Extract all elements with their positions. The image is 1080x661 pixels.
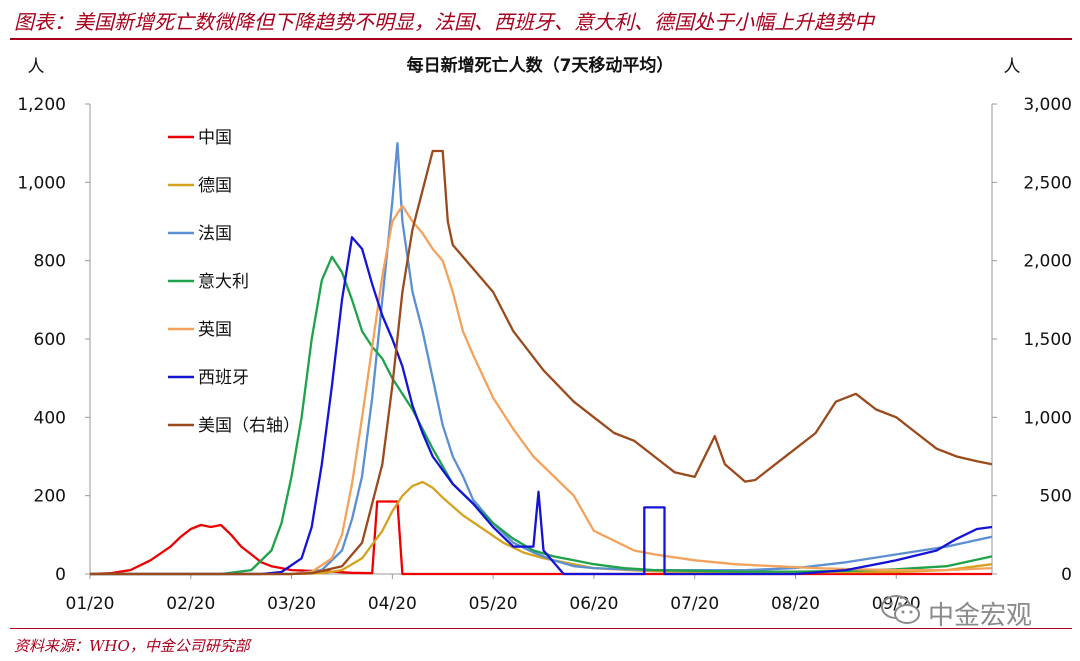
- y-right-tick-label: 1,500: [1023, 330, 1072, 350]
- y-axis-right-unit: 人: [1004, 57, 1021, 77]
- y-left-tick-label: 0: [55, 565, 66, 585]
- series-line-0: [89, 500, 992, 576]
- legend-label-5: 西班牙: [198, 368, 249, 388]
- plot-lines: [89, 142, 993, 576]
- y-right-tick-label: 2,500: [1023, 173, 1072, 193]
- legend-label-1: 德国: [198, 176, 232, 196]
- x-tick-label: 02/20: [166, 594, 215, 614]
- watermark: 中金宏观: [880, 591, 1060, 631]
- legend-label-2: 法国: [198, 224, 232, 244]
- y-left-tick-label: 800: [34, 252, 66, 272]
- y-right-tick-label: 1,000: [1023, 408, 1072, 428]
- y-left-tick-label: 1,200: [17, 95, 66, 115]
- y-right-tick-label: 3,000: [1023, 95, 1072, 115]
- footer-divider: [10, 628, 1072, 629]
- x-tick-label: 07/20: [670, 594, 719, 614]
- y-right-tick-label: 2,000: [1023, 252, 1072, 272]
- header-divider: [10, 38, 1072, 40]
- x-tick-label: 05/20: [469, 594, 518, 614]
- y-left-tick-label: 600: [34, 330, 66, 350]
- y-left-tick-label: 200: [34, 487, 66, 507]
- legend-label-3: 意大利: [198, 272, 249, 292]
- series-line-2: [90, 142, 993, 576]
- x-tick-label: 06/20: [569, 594, 618, 614]
- x-tick-label: 01/20: [66, 594, 115, 614]
- report-title: 图表：美国新增死亡数微降但下降趋势不明显，法国、西班牙、意大利、德国处于小幅上升…: [14, 10, 874, 34]
- watermark-text: 中金宏观: [928, 601, 1033, 631]
- series-line-3: [90, 255, 993, 576]
- legend-label-6: 美国（右轴）: [198, 416, 300, 436]
- y-left-tick-label: 1,000: [17, 173, 66, 193]
- series-line-4: [90, 204, 993, 576]
- y-left-tick-label: 400: [34, 408, 66, 428]
- y-right-tick-label: 0: [1061, 565, 1072, 585]
- series-line-6: [90, 149, 993, 576]
- wechat-icon: [881, 595, 920, 624]
- x-tick-label: 03/20: [267, 594, 316, 614]
- source-note: 资料来源：WHO，中金公司研究部: [14, 637, 250, 655]
- legend-label-0: 中国: [198, 128, 232, 148]
- x-tick-label: 04/20: [368, 594, 417, 614]
- y-axis-left-unit: 人: [28, 57, 45, 77]
- series-line-5: [90, 236, 993, 576]
- page-header: 图表：美国新增死亡数微降但下降趋势不明显，法国、西班牙、意大利、德国处于小幅上升…: [0, 0, 1080, 40]
- x-tick-label: 08/20: [771, 594, 820, 614]
- axes: 0 200 400 600 800 1,000 1,200 0 500 1,000 1,500 2,0…: [17, 95, 1072, 614]
- chart-title: 每日新增死亡人数（7天移动平均）: [407, 55, 674, 76]
- y-right-tick-label: 500: [1040, 487, 1072, 507]
- legend-label-4: 英国: [198, 320, 232, 340]
